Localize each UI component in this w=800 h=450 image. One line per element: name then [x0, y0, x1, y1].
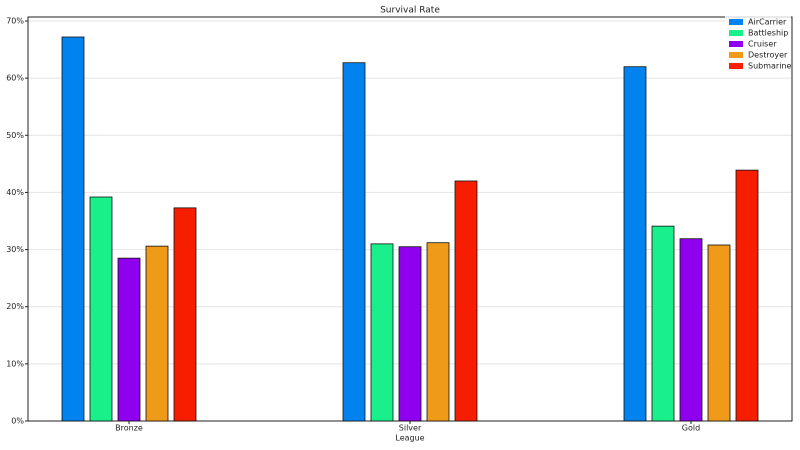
bar	[651, 225, 675, 422]
bar	[454, 180, 478, 422]
x-tick-label: Bronze	[115, 424, 143, 433]
y-tick-label: 10%	[6, 359, 24, 368]
y-tick-label: 40%	[6, 188, 24, 197]
y-tick-label: 50%	[6, 131, 24, 140]
y-tick-label: 20%	[6, 302, 24, 311]
x-axis-label: League	[395, 434, 424, 443]
bar	[117, 257, 141, 422]
legend-label: Battleship	[748, 29, 788, 38]
y-tick-label: 60%	[6, 74, 24, 83]
bar	[426, 242, 450, 422]
legend-label: AirCarrier	[748, 18, 787, 27]
bar	[342, 62, 366, 422]
bar	[707, 244, 731, 422]
bar	[679, 238, 703, 422]
y-tick-label: 0%	[11, 417, 24, 426]
x-tick-label: Silver	[399, 424, 422, 433]
bar	[173, 207, 197, 422]
legend-swatch	[729, 41, 743, 47]
legend-swatch	[729, 19, 743, 25]
legend-label: Destroyer	[748, 51, 788, 60]
bar	[145, 245, 169, 422]
bar	[89, 196, 113, 422]
legend-swatch	[729, 63, 743, 69]
y-tick-label: 70%	[6, 17, 24, 26]
bar	[398, 246, 422, 422]
chart-title: Survival Rate	[380, 6, 440, 16]
y-tick-label: 30%	[6, 245, 24, 254]
legend-label: Submarine	[748, 62, 792, 71]
bar	[623, 66, 647, 422]
bar	[61, 36, 85, 422]
legend-swatch	[729, 52, 743, 58]
x-tick-label: Gold	[682, 424, 700, 433]
bar	[735, 169, 759, 422]
legend-label: Cruiser	[748, 40, 777, 49]
bar	[370, 243, 394, 422]
legend-swatch	[729, 30, 743, 36]
